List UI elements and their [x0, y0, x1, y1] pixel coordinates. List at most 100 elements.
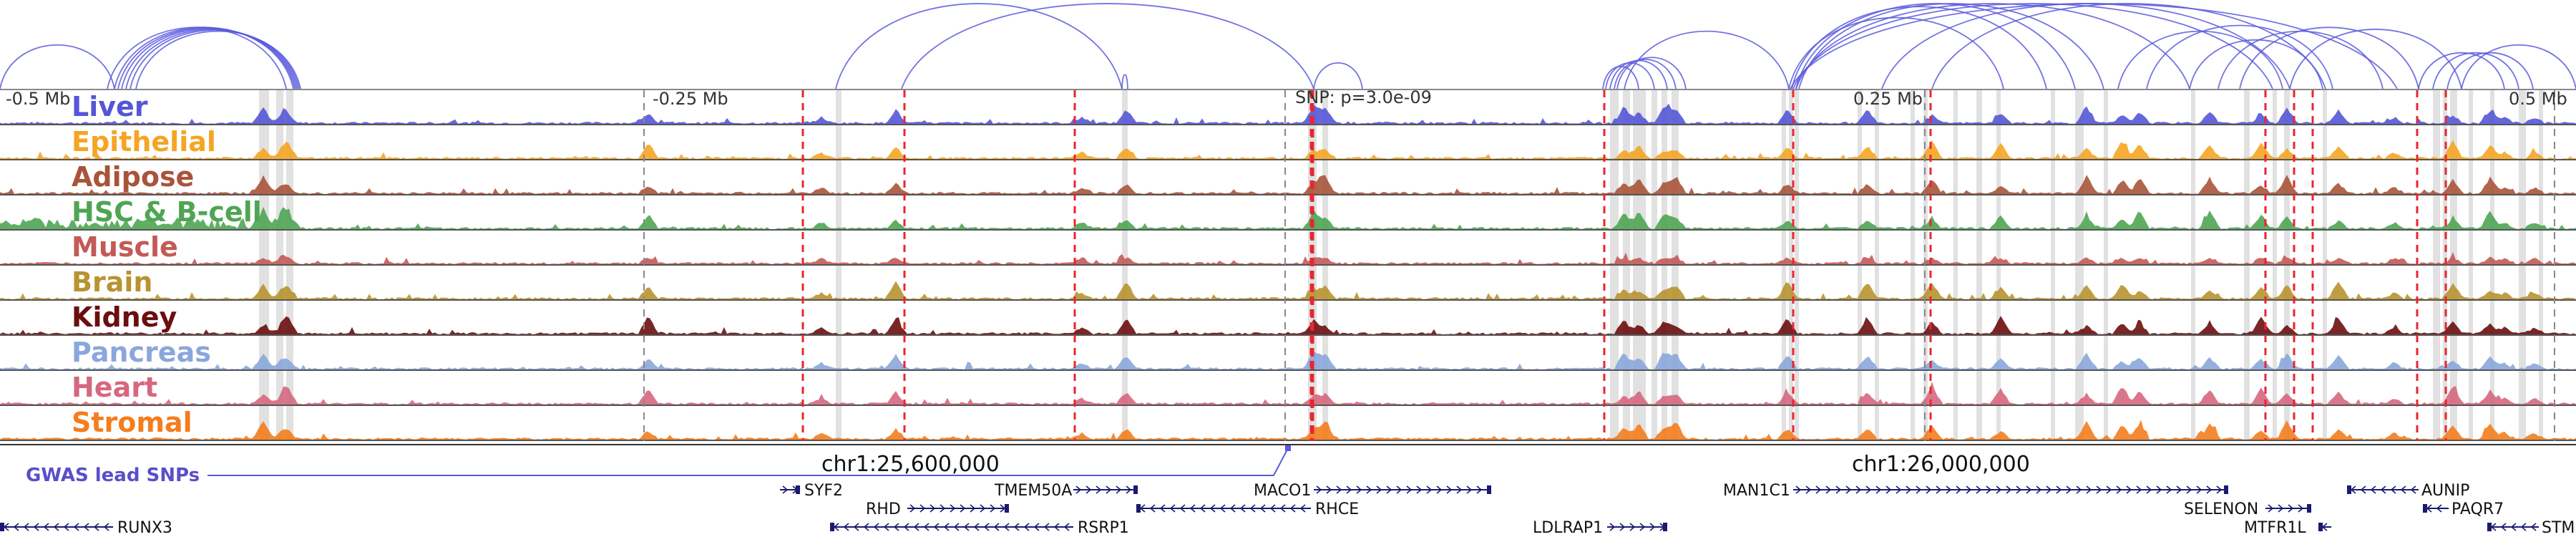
strand-arrow	[33, 523, 39, 531]
strand-arrow	[853, 523, 859, 531]
exon-block	[2307, 504, 2311, 513]
exon-block	[830, 523, 834, 531]
strand-arrow	[1249, 504, 1256, 513]
strand-arrow	[963, 523, 970, 531]
strand-arrow	[960, 504, 966, 513]
strand-arrow	[1619, 523, 1626, 531]
strand-arrow	[1815, 485, 1822, 494]
strand-arrow	[990, 504, 996, 513]
strand-arrow	[2370, 485, 2376, 494]
strand-arrow	[83, 523, 89, 531]
strand-arrow	[1336, 485, 1342, 494]
strand-arrow	[2298, 504, 2304, 513]
track-label: Brain	[72, 266, 152, 298]
strand-arrow	[1609, 523, 1616, 531]
loop-arc	[2146, 24, 2333, 90]
strand-arrow	[53, 523, 59, 531]
gene-label: TMEM50A	[994, 482, 1072, 500]
strand-arrow	[993, 523, 1000, 531]
strand-arrow	[1003, 523, 1010, 531]
snp-lines	[643, 90, 2555, 441]
strand-arrow	[1013, 523, 1020, 531]
strand-arrow	[2006, 485, 2012, 494]
loop-arc	[125, 29, 298, 90]
strand-arrow	[1346, 485, 1352, 494]
strand-arrow	[2056, 485, 2062, 494]
strand-arrow	[1209, 504, 1216, 513]
strand-arrow	[2206, 485, 2212, 494]
exon-block	[2347, 485, 2351, 494]
strand-arrow	[1956, 485, 1962, 494]
strand-arrow	[2046, 485, 2052, 494]
strand-arrow	[1986, 485, 1992, 494]
gene-label: LDLRAP1	[1533, 519, 1603, 537]
strand-arrow	[1159, 504, 1166, 513]
strand-arrow	[950, 504, 956, 513]
loop-arc	[1614, 59, 1677, 90]
strand-arrow	[2436, 504, 2442, 513]
strand-arrow	[980, 504, 986, 513]
exon-block	[1663, 523, 1667, 531]
strand-arrow	[1023, 523, 1030, 531]
gene-label: RSRP1	[1078, 519, 1129, 537]
strand-arrow	[909, 504, 916, 513]
strand-arrow	[1835, 485, 1842, 494]
strand-arrow	[2026, 485, 2032, 494]
strand-arrow	[1189, 504, 1196, 513]
strand-arrow	[73, 523, 79, 531]
signal-pancreas	[0, 351, 2576, 369]
ruler-label-left: -0.5 Mb	[6, 89, 70, 109]
exon-block	[1133, 485, 1138, 494]
strand-arrow	[1106, 485, 1112, 494]
track-label: Epithelial	[72, 126, 216, 158]
strand-arrow	[1053, 523, 1060, 531]
strand-arrow	[2278, 504, 2284, 513]
track-baseline	[0, 334, 2576, 336]
strand-arrow	[1805, 485, 1812, 494]
strand-arrow	[2136, 485, 2142, 494]
ruler-label-right-mid: 0.25 Mb	[1853, 89, 1923, 109]
strand-arrow	[1326, 485, 1332, 494]
strand-arrow	[1446, 485, 1453, 494]
strand-arrow	[1229, 504, 1236, 513]
strand-arrow	[2156, 485, 2162, 494]
signal-heart	[0, 381, 2576, 405]
strand-arrow	[913, 523, 919, 531]
strand-arrow	[2116, 485, 2122, 494]
signal-muscle	[0, 252, 2576, 264]
strand-arrow	[943, 523, 950, 531]
loop-arc	[0, 44, 115, 90]
strand-arrow	[1885, 485, 1892, 494]
ruler-label-left-mid: -0.25 Mb	[653, 89, 728, 109]
loop-arc	[2418, 52, 2505, 90]
strand-arrow	[1476, 485, 1483, 494]
strand-arrow	[2146, 485, 2152, 494]
loop-arc	[121, 28, 297, 90]
strand-arrow	[2268, 504, 2274, 513]
loop-arc	[1795, 3, 2076, 90]
track-baseline	[0, 299, 2576, 301]
track-baseline	[0, 440, 2576, 441]
loop-arc	[901, 3, 1314, 90]
strand-arrow	[1416, 485, 1423, 494]
strand-arrow	[933, 523, 940, 531]
ruler: -0.5 Mb -0.25 Mb SNP: p=3.0e-09 0.25 Mb …	[0, 87, 2576, 109]
strand-arrow	[2096, 485, 2102, 494]
track-label: Kidney	[72, 301, 177, 333]
gwas-connector	[208, 448, 1289, 476]
exon-block	[2318, 523, 2323, 531]
strand-arrow	[1456, 485, 1463, 494]
strand-arrow	[1906, 485, 1912, 494]
strand-arrow	[43, 523, 49, 531]
loop-arc	[2189, 39, 2323, 90]
strand-arrow	[2186, 485, 2192, 494]
gene-label: RHCE	[1315, 500, 1359, 518]
strand-arrow	[2196, 485, 2202, 494]
strand-arrow	[893, 523, 899, 531]
strand-arrow	[1936, 485, 1942, 494]
signal-liver	[0, 103, 2576, 124]
strand-arrow	[2520, 523, 2527, 531]
track-baseline	[0, 405, 2576, 406]
exon-block	[1487, 485, 1491, 494]
strand-arrow	[1179, 504, 1186, 513]
